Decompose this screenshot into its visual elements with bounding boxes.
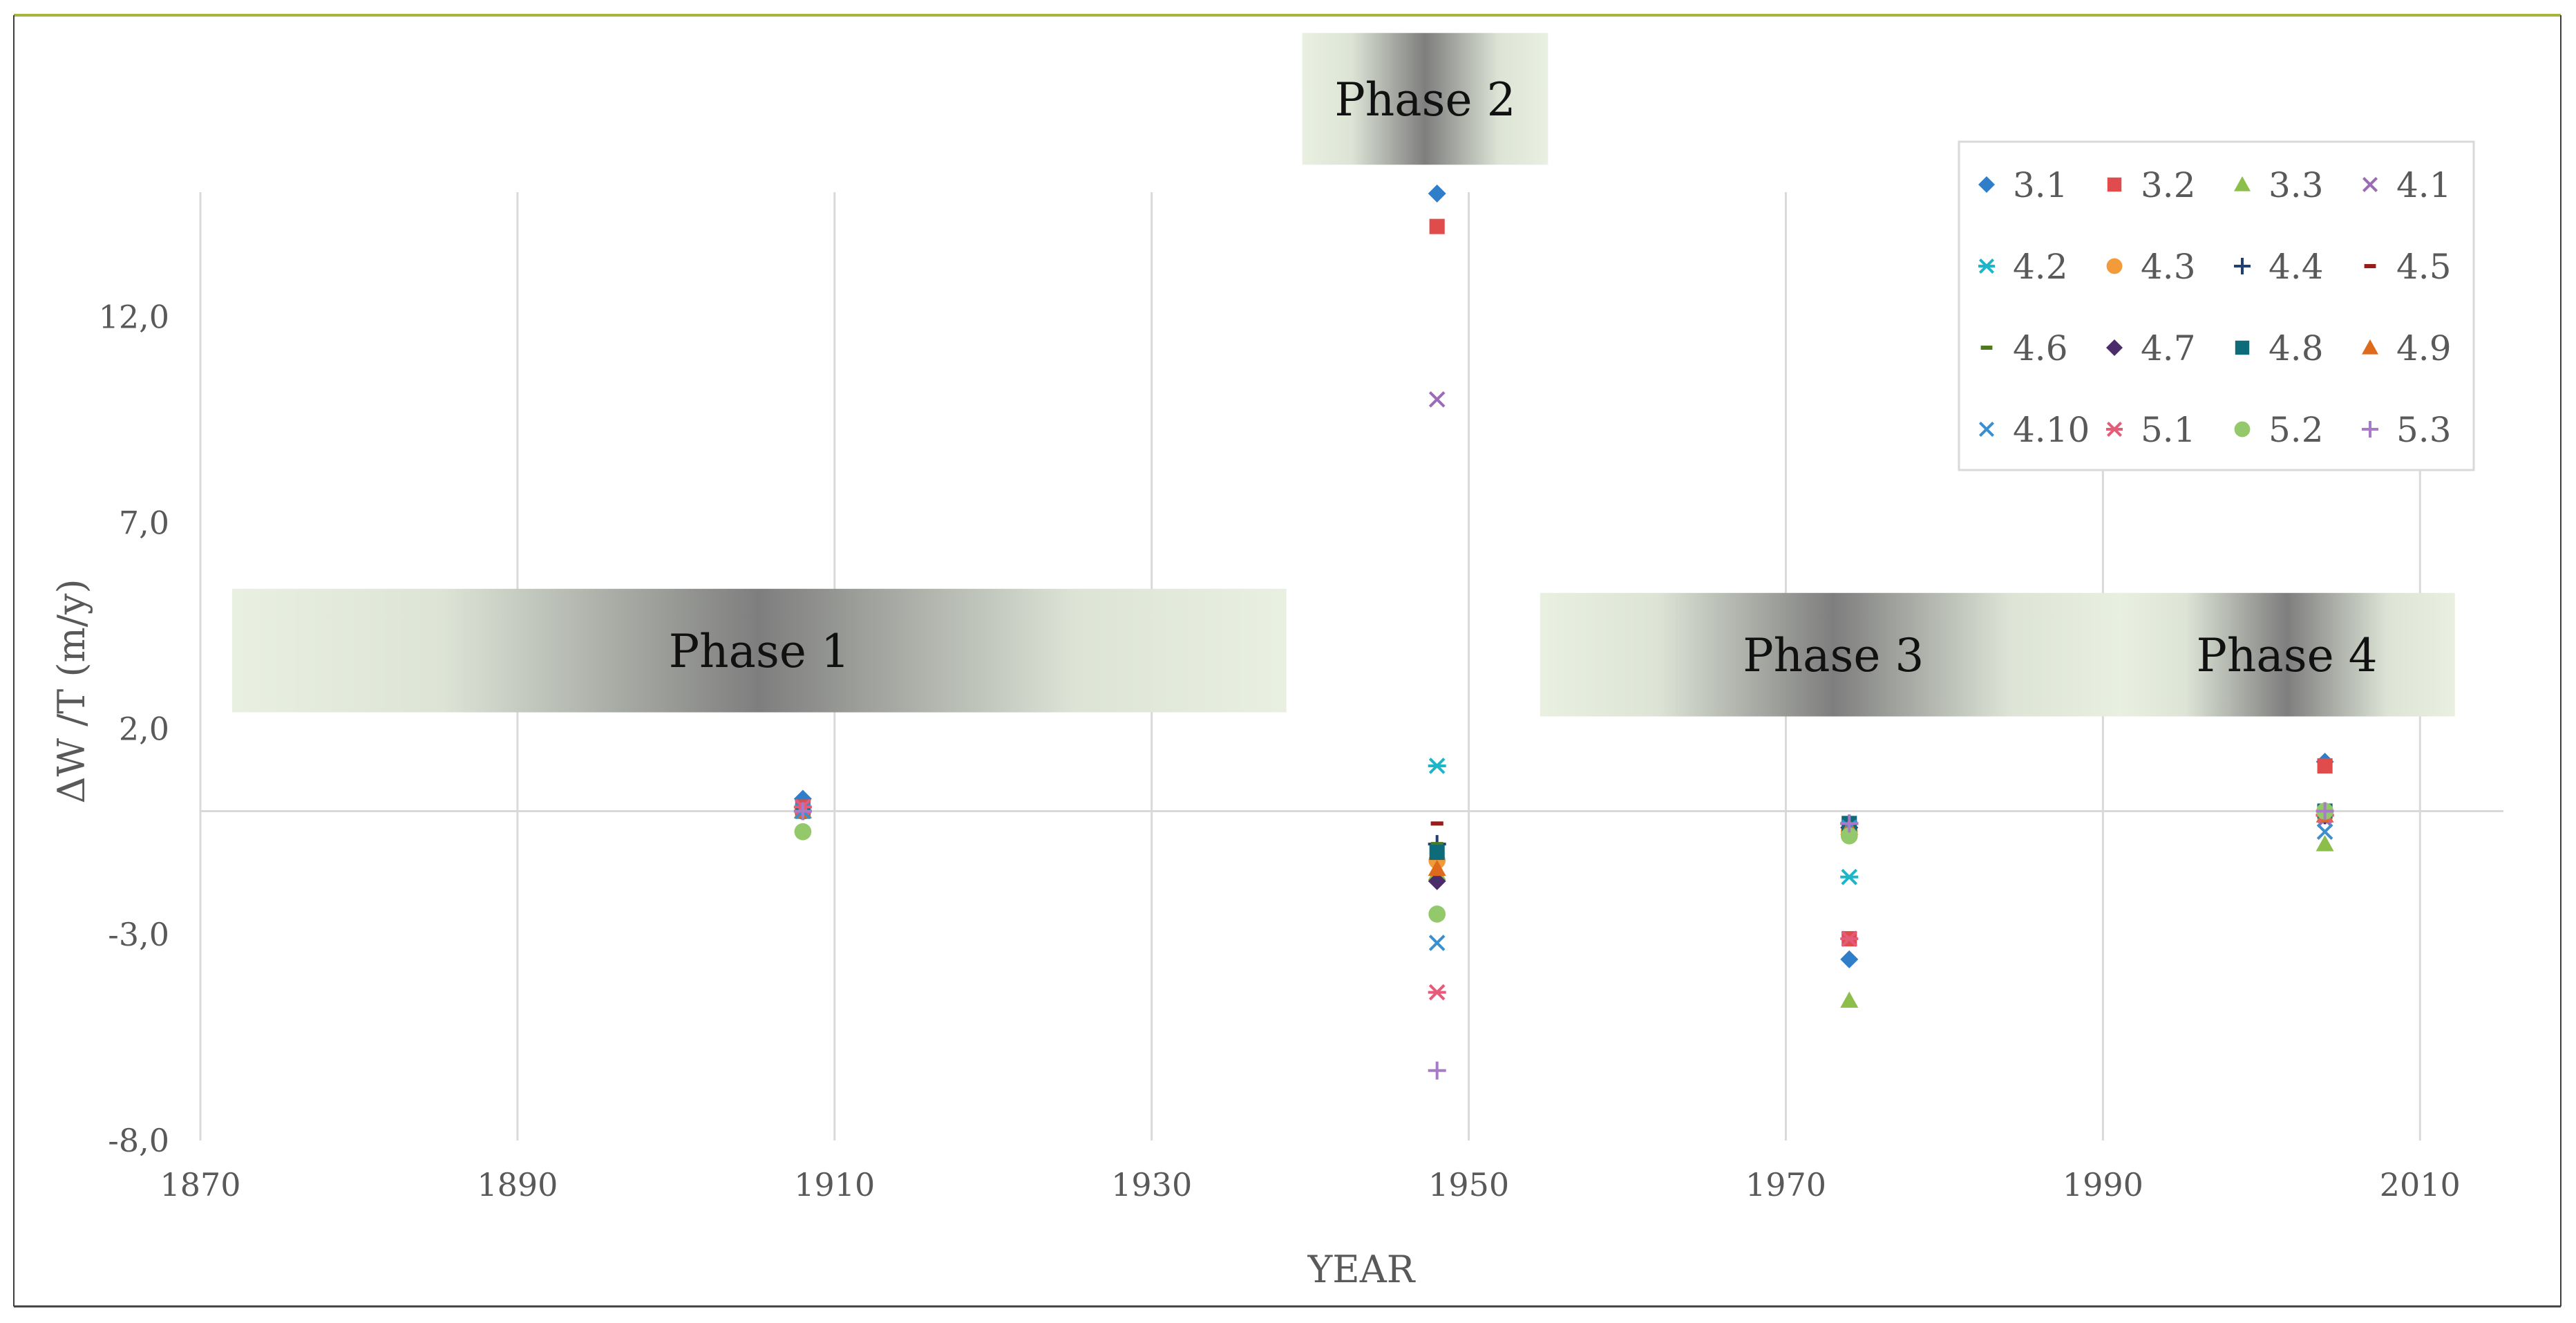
- data-point-3-2: [1429, 218, 1445, 234]
- data-point-5-1: [1840, 930, 1859, 947]
- data-point-4-2: [1428, 758, 1446, 774]
- y-tick-label: 7,0: [119, 505, 169, 542]
- data-point-4-10: [1428, 935, 1446, 951]
- legend-marker-4-8: [2235, 340, 2250, 355]
- legend-label: 4.9: [2396, 328, 2452, 368]
- legend-label: 4.7: [2141, 328, 2196, 368]
- legend-marker-4-2: [1978, 258, 1995, 274]
- legend-label: 4.3: [2141, 247, 2196, 287]
- data-point-4-2: [1840, 868, 1859, 885]
- legend-label: 3.1: [2013, 165, 2068, 205]
- y-tick-label: 12,0: [99, 299, 169, 336]
- legend-marker-4-4: [2234, 258, 2251, 274]
- y-tick-label: -3,0: [108, 916, 169, 953]
- legend-label: 5.2: [2269, 410, 2324, 450]
- legend-label: 4.4: [2269, 247, 2324, 287]
- phase-label-3: Phase 3: [1743, 629, 1924, 682]
- phase-band-1: [231, 588, 1287, 713]
- data-point-3-2: [2317, 758, 2333, 774]
- data-point-3-3: [2315, 835, 2334, 852]
- legend-label: 3.3: [2269, 165, 2324, 205]
- legend-marker-4-10: [1978, 421, 1995, 438]
- x-tick-label: 1930: [1111, 1166, 1192, 1203]
- legend-marker-5-1: [2106, 421, 2123, 438]
- y-tick-label: -8,0: [108, 1122, 169, 1159]
- data-point-4-10: [2316, 823, 2333, 841]
- phase-bands: Phase 1 Phase 2 Phase 3 Phase 4: [231, 32, 2455, 717]
- data-point-4-1: [1428, 391, 1446, 408]
- x-tick-label: 1910: [794, 1166, 875, 1203]
- data-point-5-2: [794, 823, 812, 841]
- legend-label: 5.3: [2396, 410, 2452, 450]
- phase-label-4: Phase 4: [2196, 629, 2377, 682]
- legend-marker-3-2: [2107, 177, 2122, 192]
- legend-marker-4-1: [2362, 176, 2378, 193]
- legend-marker-5-2: [2234, 421, 2251, 438]
- phase-band-3: [1540, 592, 2127, 717]
- x-tick-label: 1970: [1745, 1166, 1826, 1203]
- data-point-5-3: [793, 802, 812, 820]
- x-axis-label: YEAR: [1307, 1248, 1416, 1291]
- data-point-5-1: [1428, 984, 1446, 1001]
- legend-marker-3-1: [1978, 176, 1995, 193]
- data-point-5-2: [1840, 827, 1858, 845]
- y-tick-label: 2,0: [119, 710, 169, 747]
- legend-label: 4.1: [2396, 165, 2452, 205]
- legend-marker-4-9: [2362, 339, 2378, 355]
- legend-label: 4.6: [2013, 328, 2068, 368]
- legend-label: 3.2: [2141, 165, 2196, 205]
- legend-label: 4.8: [2269, 328, 2324, 368]
- data-point-5-2: [1428, 906, 1446, 923]
- legend-label: 4.10: [2013, 410, 2090, 450]
- legend: 3.1 3.2 3.3 4.1 4.2 4.3 4.4 4.5 4.6 4.7 4.8 4.9 4.10…: [1958, 140, 2475, 471]
- x-tick-label: 1890: [477, 1166, 558, 1203]
- legend-label: 5.1: [2141, 410, 2196, 450]
- legend-box: [1958, 140, 2475, 471]
- legend-marker-5-3: [2362, 421, 2378, 438]
- phase-band-2: [1302, 32, 1549, 165]
- legend-marker-4-3: [2106, 258, 2123, 274]
- phase-label-1: Phase 1: [669, 625, 850, 678]
- data-point-5-3: [2315, 802, 2334, 820]
- data-point-3-3: [1840, 991, 1859, 1008]
- data-point-4-9: [1428, 859, 1446, 876]
- data-point-5-3: [1428, 1061, 1446, 1080]
- legend-marker-4-7: [2106, 339, 2123, 356]
- axes: 1870 1890 1910 1930 1950 1970 1990 2010 -8,0 -3,0…: [99, 192, 2503, 1203]
- x-tick-label: 1950: [1428, 1166, 1509, 1203]
- x-tick-label: 1990: [2063, 1166, 2143, 1203]
- data-point-3-1: [1840, 950, 1859, 968]
- x-tick-label: 1870: [160, 1166, 240, 1203]
- x-tick-label: 2010: [2380, 1166, 2461, 1203]
- legend-marker-3-3: [2234, 176, 2251, 191]
- legend-label: 4.2: [2013, 247, 2068, 287]
- data-point-4-8: [1429, 844, 1445, 861]
- data-point-3-1: [1428, 185, 1446, 203]
- y-axis-label: ΔW /T (m/y): [50, 579, 93, 803]
- phase-label-2: Phase 2: [1334, 73, 1515, 126]
- phase-band-4: [2119, 592, 2455, 717]
- legend-label: 4.5: [2396, 247, 2452, 287]
- data-point-5-3: [1840, 814, 1859, 833]
- data-point-4-7: [1428, 872, 1446, 890]
- data-points: [793, 185, 2334, 1080]
